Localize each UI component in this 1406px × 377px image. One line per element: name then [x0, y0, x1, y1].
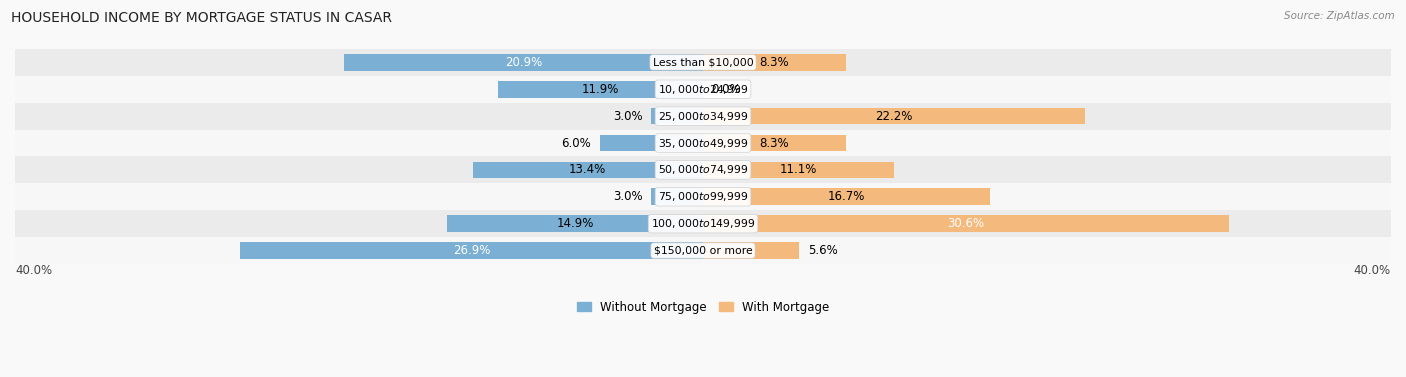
Bar	[600, 135, 703, 151]
Text: HOUSEHOLD INCOME BY MORTGAGE STATUS IN CASAR: HOUSEHOLD INCOME BY MORTGAGE STATUS IN C…	[11, 11, 392, 25]
Text: $150,000 or more: $150,000 or more	[654, 245, 752, 256]
Text: Source: ZipAtlas.com: Source: ZipAtlas.com	[1284, 11, 1395, 21]
Text: 0.0%: 0.0%	[711, 83, 741, 96]
Bar	[472, 162, 703, 178]
Bar	[15, 49, 1391, 76]
Text: 14.9%: 14.9%	[557, 217, 593, 230]
Text: 30.6%: 30.6%	[948, 217, 984, 230]
Bar	[343, 54, 703, 71]
Bar	[15, 76, 1391, 103]
Text: 3.0%: 3.0%	[613, 110, 643, 123]
Text: $35,000 to $49,999: $35,000 to $49,999	[658, 136, 748, 150]
Text: $25,000 to $34,999: $25,000 to $34,999	[658, 110, 748, 123]
Text: 40.0%: 40.0%	[1354, 264, 1391, 277]
Text: 5.6%: 5.6%	[808, 244, 838, 257]
Bar	[15, 130, 1391, 156]
Text: 6.0%: 6.0%	[561, 136, 591, 150]
Text: 13.4%: 13.4%	[569, 163, 606, 176]
Text: $50,000 to $74,999: $50,000 to $74,999	[658, 163, 748, 176]
Text: $100,000 to $149,999: $100,000 to $149,999	[651, 217, 755, 230]
Bar	[15, 237, 1391, 264]
Bar	[703, 54, 846, 71]
Legend: Without Mortgage, With Mortgage: Without Mortgage, With Mortgage	[572, 296, 834, 318]
Text: 40.0%: 40.0%	[15, 264, 52, 277]
Bar	[703, 135, 846, 151]
Bar	[703, 215, 1229, 232]
Bar	[240, 242, 703, 259]
Text: Less than $10,000: Less than $10,000	[652, 57, 754, 67]
Bar	[703, 108, 1085, 124]
Text: 20.9%: 20.9%	[505, 56, 541, 69]
Bar	[703, 188, 990, 205]
Text: $75,000 to $99,999: $75,000 to $99,999	[658, 190, 748, 203]
Text: 3.0%: 3.0%	[613, 190, 643, 203]
Bar	[498, 81, 703, 98]
Bar	[15, 210, 1391, 237]
Text: 8.3%: 8.3%	[759, 56, 789, 69]
Text: $10,000 to $24,999: $10,000 to $24,999	[658, 83, 748, 96]
Bar	[703, 162, 894, 178]
Text: 22.2%: 22.2%	[875, 110, 912, 123]
Bar	[15, 156, 1391, 183]
Text: 11.1%: 11.1%	[780, 163, 817, 176]
Bar	[651, 108, 703, 124]
Bar	[703, 242, 800, 259]
Text: 8.3%: 8.3%	[759, 136, 789, 150]
Bar	[447, 215, 703, 232]
Text: 16.7%: 16.7%	[828, 190, 865, 203]
Bar	[651, 188, 703, 205]
Text: 26.9%: 26.9%	[453, 244, 491, 257]
Bar	[15, 183, 1391, 210]
Bar	[15, 103, 1391, 130]
Text: 11.9%: 11.9%	[582, 83, 620, 96]
